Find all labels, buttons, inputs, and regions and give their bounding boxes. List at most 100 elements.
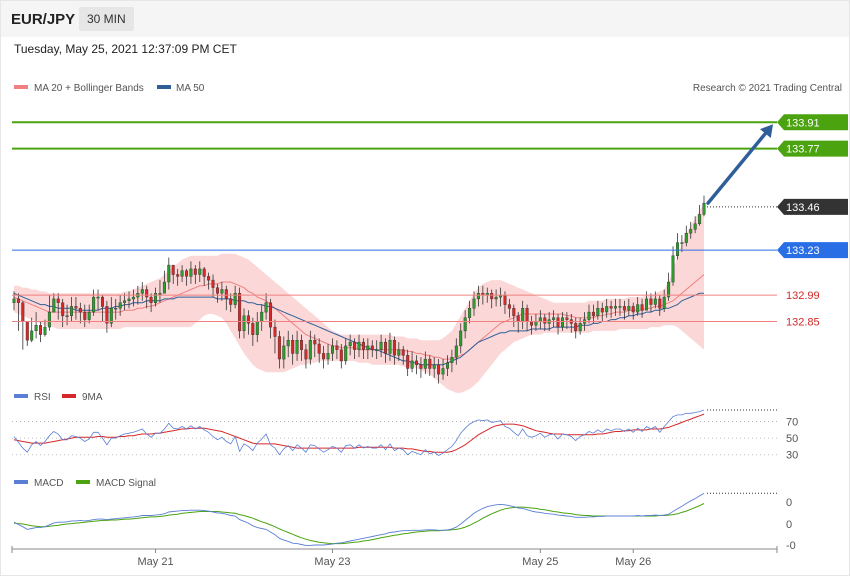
candle-body xyxy=(361,341,365,350)
candle-body xyxy=(317,343,321,354)
candle-body xyxy=(423,358,427,369)
pivot-level-label: 133.23 xyxy=(786,245,820,257)
candle-body xyxy=(335,345,339,350)
candle-body xyxy=(114,308,118,310)
candle-body xyxy=(428,358,432,369)
ma50-legend-swatch xyxy=(157,85,171,89)
candle-body xyxy=(339,349,343,362)
candle-body xyxy=(370,345,374,350)
candle-body xyxy=(308,340,312,360)
candle-body xyxy=(596,308,600,316)
candle-body xyxy=(282,345,286,360)
candle-body xyxy=(503,295,507,305)
candle-body xyxy=(344,345,348,362)
rsi-legend-swatch xyxy=(14,394,28,398)
candle-body xyxy=(176,274,180,277)
price-levels: 133.91 133.77 133.46 133.23 132.99 132.85 xyxy=(12,114,848,328)
candle-body xyxy=(538,317,542,322)
candle-body xyxy=(627,306,631,311)
candle-body xyxy=(494,296,498,300)
candle-body xyxy=(614,306,618,309)
macd-line xyxy=(13,492,705,546)
candle-body xyxy=(543,317,547,324)
candle-body xyxy=(556,317,560,328)
candle-body xyxy=(198,268,202,275)
candle-body xyxy=(640,304,644,311)
candle-body xyxy=(410,360,414,369)
candle-body xyxy=(684,232,688,243)
candle-body xyxy=(131,296,135,300)
candle-body xyxy=(83,311,87,320)
projection-arrow xyxy=(706,131,768,205)
candle-body xyxy=(153,293,157,303)
candle-body xyxy=(39,325,43,335)
candle-body xyxy=(273,326,277,337)
candle-body xyxy=(207,276,211,281)
candle-body xyxy=(304,349,308,360)
candle-body xyxy=(193,268,197,275)
macd-tick-label: -0 xyxy=(786,540,796,552)
candle-body xyxy=(215,287,219,294)
candle-body xyxy=(459,330,463,347)
macd-signal-legend-swatch xyxy=(76,480,90,484)
x-tick-label: May 23 xyxy=(314,556,350,568)
candle-body xyxy=(521,308,525,322)
candle-body xyxy=(184,270,188,277)
candle-body xyxy=(578,323,582,332)
last-price-label: 133.46 xyxy=(786,202,820,214)
timestamp: Tuesday, May 25, 2021 12:37:09 PM CET xyxy=(14,42,237,56)
candle-body xyxy=(419,364,423,369)
candle-body xyxy=(313,340,317,345)
candle-body xyxy=(202,268,206,277)
candle-body xyxy=(260,311,264,322)
candle-body xyxy=(534,321,538,326)
candle-body xyxy=(353,341,357,350)
candle-body xyxy=(463,317,467,332)
candle-body xyxy=(437,364,441,375)
candle-body xyxy=(242,315,246,331)
candle-body xyxy=(47,311,51,328)
candle-body xyxy=(109,308,113,324)
candle-body xyxy=(286,340,290,347)
candle-body xyxy=(698,214,702,224)
rsi-tick-label: 70 xyxy=(786,417,798,429)
candle-body xyxy=(366,345,370,350)
candle-body xyxy=(454,345,458,358)
candle-body xyxy=(631,306,635,313)
candle-body xyxy=(671,255,675,283)
candle-body xyxy=(591,311,595,317)
ma20-legend-swatch xyxy=(14,85,28,89)
candle-body xyxy=(561,317,565,328)
candle-body xyxy=(507,304,511,309)
target-level-tag xyxy=(777,140,848,157)
candle-body xyxy=(52,298,56,313)
candle-body xyxy=(702,202,706,215)
candle-body xyxy=(220,289,224,294)
candle-body xyxy=(251,323,255,335)
candle-body xyxy=(140,289,144,294)
candle-body xyxy=(401,349,405,356)
candle-body xyxy=(432,364,436,369)
support-level-label: 132.85 xyxy=(786,316,820,328)
candle-body xyxy=(662,296,666,309)
x-axis: May 21 May 23 May 25 May 26 xyxy=(11,546,778,568)
target-level-tag xyxy=(777,114,848,131)
candle-body xyxy=(300,340,304,350)
candle-body xyxy=(375,349,379,351)
candle-body xyxy=(388,340,392,354)
ma20-legend-label: MA 20 + Bollinger Bands xyxy=(34,83,144,94)
bollinger-band xyxy=(14,203,704,393)
candle-body xyxy=(618,306,622,308)
ma50-legend-label: MA 50 xyxy=(176,83,205,94)
candle-body xyxy=(326,353,330,360)
price-panel xyxy=(12,195,706,393)
header-bar: EUR/JPY 30 MIN xyxy=(1,1,849,37)
candle-body xyxy=(149,296,153,303)
candle-body xyxy=(43,326,47,335)
candle-body xyxy=(224,289,228,300)
timeframe-button[interactable]: 30 MIN xyxy=(79,7,134,31)
rsi-legend-label: RSI xyxy=(34,392,51,403)
candle-body xyxy=(211,279,215,288)
candle-body xyxy=(238,293,242,332)
candle-body xyxy=(587,311,591,320)
